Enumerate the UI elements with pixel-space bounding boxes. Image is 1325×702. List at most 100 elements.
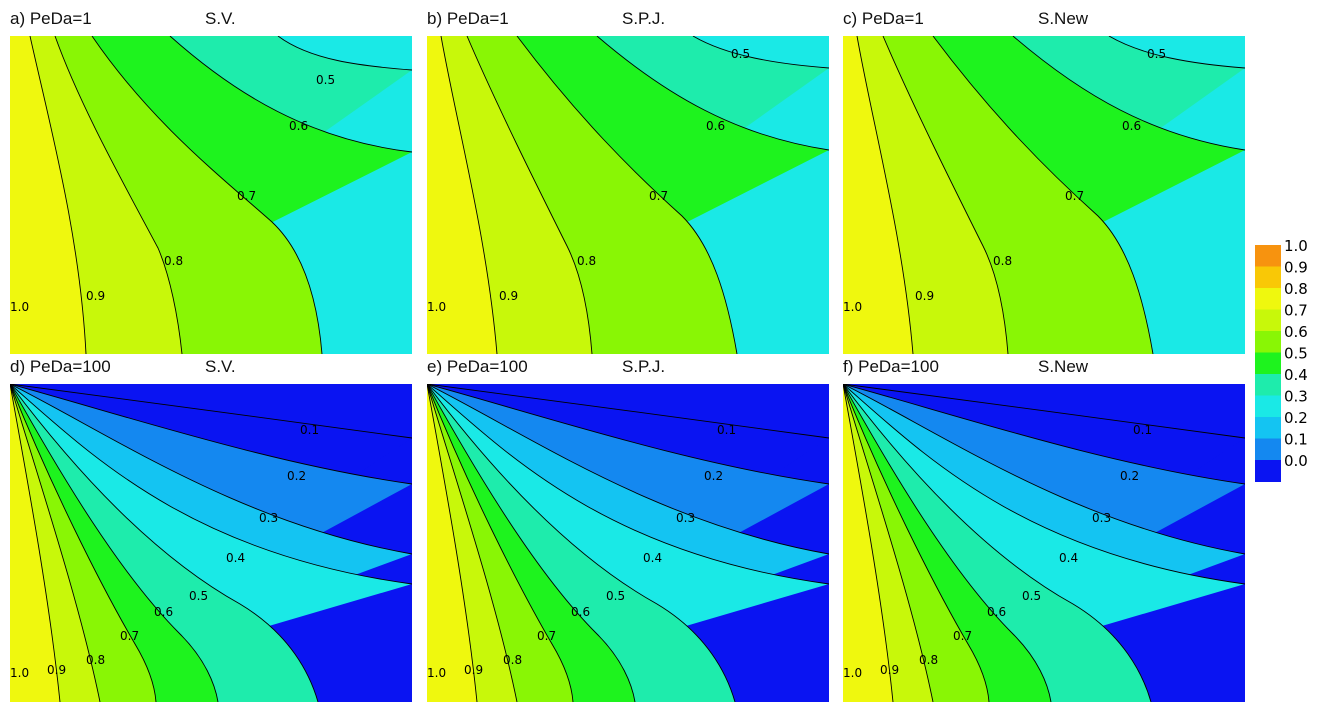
contour-label: 1.0 bbox=[10, 666, 29, 680]
contour-line bbox=[10, 384, 101, 702]
contour-panel: 1.0 0.9 0.8 0.7 0.6 0.5 0.4 0.3 0.2 0.1 bbox=[10, 384, 412, 702]
contour-label: 0.5 bbox=[316, 73, 335, 87]
contour-line bbox=[427, 384, 478, 702]
contour-line bbox=[843, 384, 894, 702]
colorbar-tick-label: 0.5 bbox=[1284, 345, 1308, 363]
colorbar-swatch bbox=[1255, 266, 1281, 289]
contour-line bbox=[54, 36, 183, 354]
contour-line bbox=[843, 384, 1245, 555]
contour-label: 0.7 bbox=[537, 629, 556, 643]
panel-label: e) PeDa=100 bbox=[427, 357, 528, 376]
panel-method-label: S.V. bbox=[205, 9, 236, 28]
contour-line bbox=[843, 384, 1152, 702]
contour-line bbox=[169, 36, 412, 153]
colorbar-swatch bbox=[1255, 395, 1281, 418]
contour-label: 0.2 bbox=[704, 469, 723, 483]
colorbar-swatch bbox=[1255, 245, 1281, 267]
contour-label: 0.8 bbox=[577, 254, 596, 268]
colorbar-tick-label: 0.0 bbox=[1284, 452, 1308, 470]
contour-label: 0.4 bbox=[1059, 551, 1078, 565]
colorbar-tick-label: 0.7 bbox=[1284, 302, 1308, 320]
contour-label: 0.6 bbox=[571, 605, 590, 619]
contour-label: 0.9 bbox=[464, 663, 483, 677]
contour-line bbox=[427, 384, 736, 702]
contour-line bbox=[516, 36, 738, 354]
colorbar-tick-label: 0.4 bbox=[1284, 366, 1308, 384]
contour-line bbox=[29, 36, 87, 354]
contour-label: 1.0 bbox=[427, 666, 446, 680]
colorbar-swatch bbox=[1255, 417, 1281, 439]
colorbar-swatch bbox=[1255, 438, 1281, 461]
contour-line bbox=[427, 384, 829, 585]
colorbar-tick-label: 0.3 bbox=[1284, 388, 1308, 406]
contour-label: 0.2 bbox=[287, 469, 306, 483]
panel-method-label: S.V. bbox=[205, 357, 236, 376]
panel-method-label: S.P.J. bbox=[622, 9, 665, 28]
contour-line bbox=[466, 36, 593, 354]
panel-label: f) PeDa=100 bbox=[843, 357, 939, 376]
contour-label: 0.2 bbox=[1120, 469, 1139, 483]
contour-line bbox=[1012, 36, 1245, 151]
panel-label: b) PeDa=1 bbox=[427, 9, 509, 28]
contour-label: 0.1 bbox=[717, 423, 736, 437]
contour-label: 0.7 bbox=[120, 629, 139, 643]
contour-band bbox=[843, 384, 893, 702]
contour-label: 0.9 bbox=[47, 663, 66, 677]
contour-label: 0.5 bbox=[1022, 589, 1041, 603]
contour-label: 0.5 bbox=[606, 589, 625, 603]
contour-line bbox=[932, 36, 1154, 354]
contour-label: 0.6 bbox=[987, 605, 1006, 619]
contour-panel: 1.0 0.9 0.8 0.7 0.6 0.5 0.4 0.3 0.2 0.1 bbox=[427, 384, 829, 702]
panel-label: d) PeDa=100 bbox=[10, 357, 111, 376]
contour-label: 0.4 bbox=[643, 551, 662, 565]
contour-label: 0.5 bbox=[1147, 47, 1166, 61]
contour-label: 1.0 bbox=[843, 300, 862, 314]
contour-label: 0.7 bbox=[953, 629, 972, 643]
contour-label: 0.8 bbox=[993, 254, 1012, 268]
contour-label: 0.6 bbox=[706, 119, 725, 133]
contour-label: 0.6 bbox=[1122, 119, 1141, 133]
contour-panel: 1.0 0.9 0.8 0.7 0.6 0.5 bbox=[10, 36, 412, 354]
contour-band bbox=[843, 36, 913, 354]
contour-label: 0.7 bbox=[237, 189, 256, 203]
contour-label: 0.5 bbox=[189, 589, 208, 603]
contour-line bbox=[882, 36, 1009, 354]
contour-band bbox=[10, 36, 86, 354]
contour-label: 0.6 bbox=[154, 605, 173, 619]
contour-label: 0.1 bbox=[1133, 423, 1152, 437]
colorbar-tick-label: 0.6 bbox=[1284, 323, 1308, 341]
contour-band bbox=[10, 384, 60, 702]
contour-label: 1.0 bbox=[427, 300, 446, 314]
colorbar-tick-label: 0.1 bbox=[1284, 431, 1308, 449]
contour-line bbox=[427, 384, 829, 439]
contour-line bbox=[277, 36, 412, 71]
colorbar-swatch bbox=[1255, 460, 1281, 482]
panels: 1.0 0.9 0.8 0.7 0.6 0.5 a) PeDa=1 S.V. 1.0 0.9 0.8… bbox=[10, 9, 1245, 702]
contour-line bbox=[856, 36, 914, 354]
contour-line bbox=[427, 384, 574, 702]
contour-label: 0.8 bbox=[86, 653, 105, 667]
contour-line bbox=[10, 384, 157, 702]
panel-method-label: S.New bbox=[1038, 9, 1089, 28]
contour-line bbox=[843, 384, 1245, 439]
contour-line bbox=[91, 36, 323, 354]
contour-line bbox=[10, 384, 319, 702]
contour-band bbox=[427, 384, 477, 702]
contour-line bbox=[10, 384, 412, 439]
colorbar-tick-label: 1.0 bbox=[1284, 237, 1308, 255]
contour-label: 0.7 bbox=[1065, 189, 1084, 203]
contour-line bbox=[427, 384, 518, 702]
colorbar-swatch bbox=[1255, 331, 1281, 353]
contour-line bbox=[10, 384, 412, 485]
contour-label: 0.4 bbox=[226, 551, 245, 565]
colorbar-swatch bbox=[1255, 374, 1281, 396]
contour-label: 0.3 bbox=[259, 511, 278, 525]
contour-band bbox=[427, 36, 497, 354]
contour-panel: 1.0 0.9 0.8 0.7 0.6 0.5 bbox=[843, 36, 1245, 354]
colorbar-swatch bbox=[1255, 352, 1281, 375]
panel-label: a) PeDa=1 bbox=[10, 9, 92, 28]
contour-line bbox=[10, 384, 412, 555]
contour-line bbox=[440, 36, 498, 354]
contour-line bbox=[10, 384, 61, 702]
